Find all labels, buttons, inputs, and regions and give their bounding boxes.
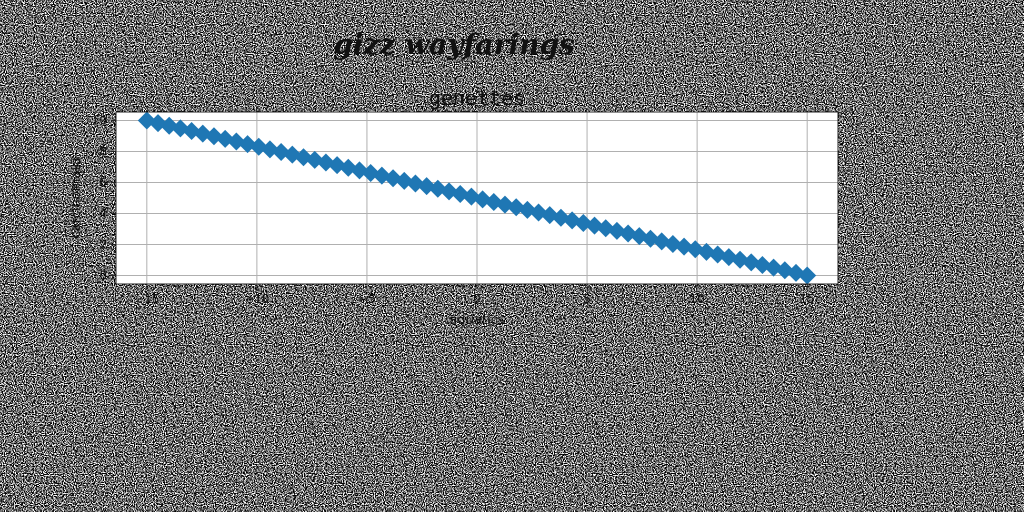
chart-title: genettes: [429, 86, 525, 110]
y-tick-label: 10: [92, 114, 107, 128]
y-tick-label: 4: [99, 206, 107, 220]
x-axis-label: aquatics: [449, 313, 504, 328]
y-tick-label: 0: [99, 268, 107, 282]
y-tick-label: 8: [99, 145, 107, 159]
y-tick-label: 2: [99, 237, 107, 251]
y-axis-ticks: 0 2 4 6 8 10: [92, 114, 116, 282]
grid: [116, 112, 838, 284]
x-tick-label: 0: [473, 292, 481, 306]
x-tick-label: 10: [689, 292, 704, 306]
y-axis-label: carcinomata: [69, 158, 84, 239]
data-point: [708, 245, 727, 264]
x-tick-label: 15: [800, 292, 815, 306]
data-point: [495, 195, 514, 214]
x-tick-label: −10: [244, 292, 269, 306]
y-tick-label: 6: [99, 176, 107, 190]
x-tick-label: −15: [134, 292, 159, 306]
x-tick-label: 5: [583, 292, 591, 306]
x-axis-ticks: −15 −10 −5 0 5 10 15: [134, 284, 815, 306]
data-point: [160, 116, 179, 135]
x-tick-label: −5: [358, 292, 376, 306]
plot-area: −15 −10 −5 0 5 10 15 0 2 4 6 8 10: [92, 111, 839, 306]
data-point: [798, 266, 817, 285]
figure-suptitle: gizz wayfarings: [333, 28, 575, 61]
scatter-series: [137, 111, 817, 285]
